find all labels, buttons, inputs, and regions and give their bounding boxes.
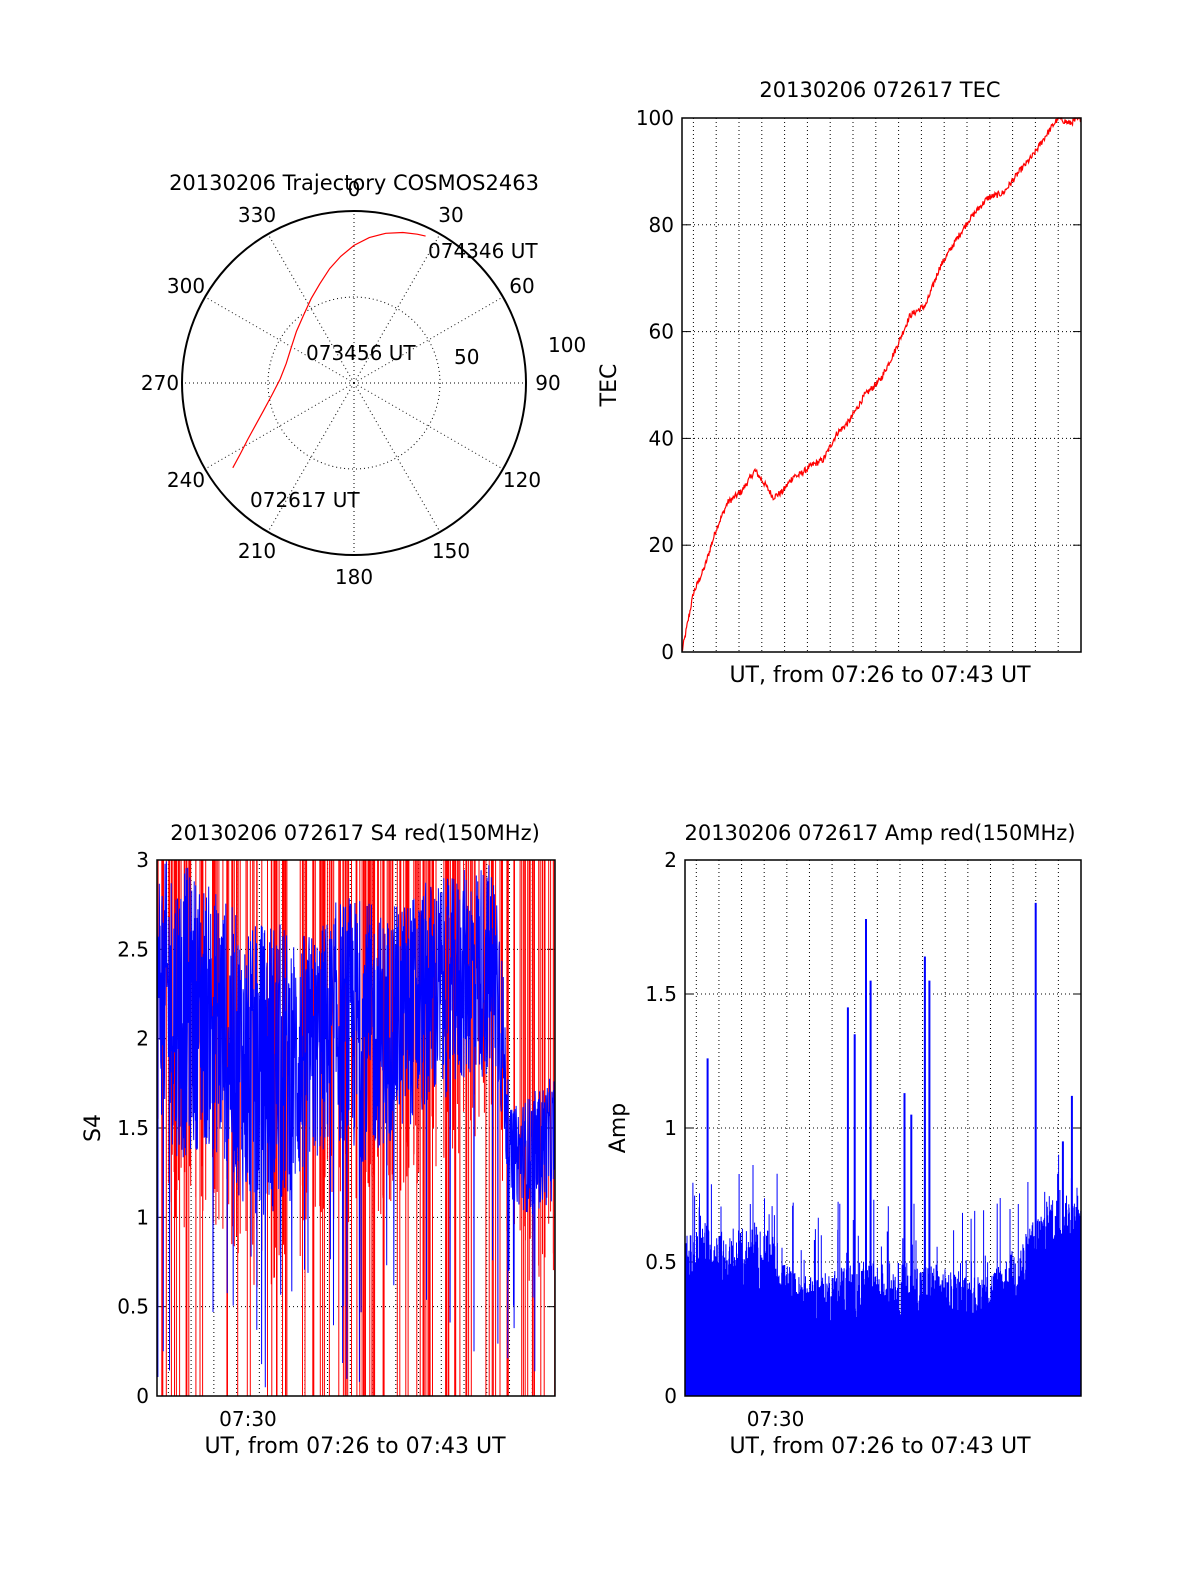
amp-ylabel: Amp: [606, 1103, 631, 1153]
s4-y-tick-label: 1: [136, 1205, 149, 1229]
polar-azimuth-label: 0: [348, 177, 361, 201]
polar-azimuth-label: 270: [141, 371, 179, 395]
polar-azimuth-label: 120: [503, 468, 541, 492]
tec-y-tick-label: 40: [649, 426, 674, 450]
polar-azimuth-label: 90: [535, 371, 560, 395]
polar-radial-label-50: 50: [454, 345, 479, 369]
amp-y-tick-label: 2: [664, 848, 677, 872]
polar-grid-spoke: [353, 382, 504, 470]
tec-y-tick-label: 0: [661, 640, 674, 664]
s4-y-tick-label: 1.5: [117, 1116, 149, 1140]
polar-grid-spoke: [353, 382, 441, 533]
tec-y-tick-label: 60: [649, 320, 674, 344]
s4-y-tick-label: 2.5: [117, 937, 149, 961]
amp-xlabel: UT, from 07:26 to 07:43 UT: [729, 1434, 1031, 1459]
polar-annotation-end: 074346 UT: [428, 239, 538, 263]
s4-xlabel: UT, from 07:26 to 07:43 UT: [204, 1434, 506, 1459]
amp-y-tick-label: 0: [664, 1384, 677, 1408]
s4-y-tick-label: 2: [136, 1027, 149, 1051]
tec-plot-frame: [681, 117, 1082, 653]
tec-title: 20130206 072617 TEC: [759, 78, 1000, 102]
s4-blue-trace: [156, 861, 556, 1388]
polar-radial-label-100: 100: [548, 333, 586, 357]
tec-y-tick-label: 100: [636, 106, 674, 130]
polar-azimuth-label: 240: [167, 468, 205, 492]
tec-y-tick-label: 20: [649, 533, 674, 557]
amp-bar-series: [684, 902, 1082, 1396]
s4-title: 20130206 072617 S4 red(150MHz): [170, 821, 540, 845]
amp-y-tick-label: 1.5: [645, 982, 677, 1006]
amp-chart: 20130206 072617 Amp red(150MHz) 0 0.5 1 1.5…: [606, 821, 1082, 1459]
polar-azimuth-label: 300: [167, 274, 205, 298]
polar-title: 20130206 Trajectory COSMOS2463: [169, 171, 539, 195]
polar-grid-ring: [267, 296, 441, 470]
polar-grid-spoke: [204, 382, 355, 470]
s4-chart: 20130206 072617 S4 red(150MHz) 0 0.5 1 1.5 2…: [81, 821, 556, 1459]
tec-grid: [682, 118, 1081, 652]
polar-grid-spoke: [353, 296, 504, 384]
amp-y-tick-label: 1: [664, 1116, 677, 1140]
s4-plot-frame: [156, 859, 556, 1397]
amp-y-tick-label: 0.5: [645, 1250, 677, 1274]
polar-grid-spoke: [267, 382, 355, 533]
amp-x-tick-0730: 07:30: [747, 1407, 805, 1431]
amp-plot-frame: [684, 859, 1082, 1397]
s4-y-tick-label: 0.5: [117, 1295, 149, 1319]
tec-chart: 20130206 072617 TEC 0 20 40 60 80 100 UT, fro…: [597, 78, 1082, 688]
amp-dense-bars: [684, 1154, 1082, 1396]
polar-azimuth-label: 180: [335, 565, 373, 589]
polar-azimuth-labels: 0 30 60 90 120 150 180 210 240 270 300 330: [141, 177, 561, 589]
polar-outer-circle: [181, 210, 527, 556]
polar-grid: [182, 211, 526, 555]
polar-grid-spoke: [204, 296, 355, 384]
tec-series-line: [681, 117, 1082, 652]
polar-azimuth-label: 330: [238, 203, 276, 227]
s4-x-tick-0730: 07:30: [219, 1407, 277, 1431]
tec-y-tick-label: 80: [649, 213, 674, 237]
polar-chart: 20130206 Trajectory COSMOS2463 0 30 60 90 12…: [141, 171, 586, 589]
polar-azimuth-label: 150: [432, 539, 470, 563]
polar-trajectory-line: [232, 231, 426, 469]
amp-title: 20130206 072617 Amp red(150MHz): [684, 821, 1075, 845]
s4-blue-series: [156, 861, 556, 1388]
polar-grid-spoke: [267, 233, 355, 384]
polar-annotation-start: 072617 UT: [250, 488, 360, 512]
polar-annotation-mid: 073456 UT: [306, 341, 416, 365]
tec-y-ticks: 0 20 40 60 80 100: [636, 106, 1081, 664]
s4-y-ticks: 0 0.5 1 1.5 2 2.5 3: [117, 848, 555, 1408]
polar-grid-spoke: [353, 233, 441, 384]
tec-xlabel: UT, from 07:26 to 07:43 UT: [729, 663, 1031, 688]
tec-ylabel: TEC: [597, 364, 622, 408]
polar-azimuth-label: 30: [438, 203, 463, 227]
polar-azimuth-label: 60: [509, 274, 534, 298]
s4-y-tick-label: 0: [136, 1384, 149, 1408]
polar-azimuth-label: 210: [238, 539, 276, 563]
s4-ylabel: S4: [81, 1114, 106, 1142]
s4-y-tick-label: 3: [136, 848, 149, 872]
